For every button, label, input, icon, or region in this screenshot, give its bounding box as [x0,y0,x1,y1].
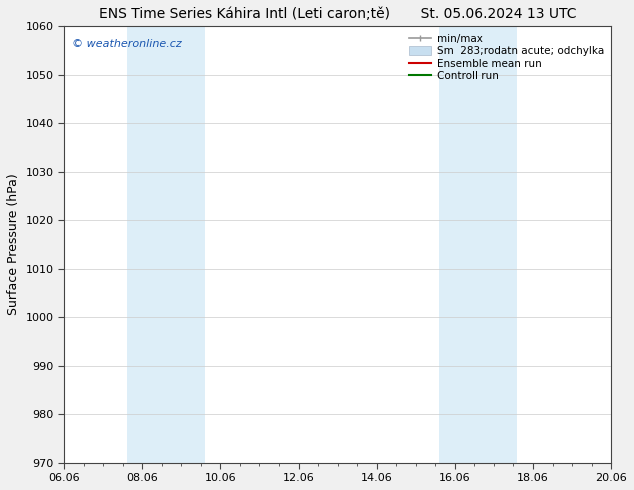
Y-axis label: Surface Pressure (hPa): Surface Pressure (hPa) [7,173,20,316]
Legend: min/max, Sm  283;rodatn acute; odchylka, Ensemble mean run, Controll run: min/max, Sm 283;rodatn acute; odchylka, … [406,31,606,83]
Text: © weatheronline.cz: © weatheronline.cz [72,39,182,49]
Bar [127,26,205,463]
Title: ENS Time Series Káhira Intl (Leti caron;tě)       St. 05.06.2024 13 UTC: ENS Time Series Káhira Intl (Leti caron;… [99,7,576,21]
Bar [439,26,517,463]
